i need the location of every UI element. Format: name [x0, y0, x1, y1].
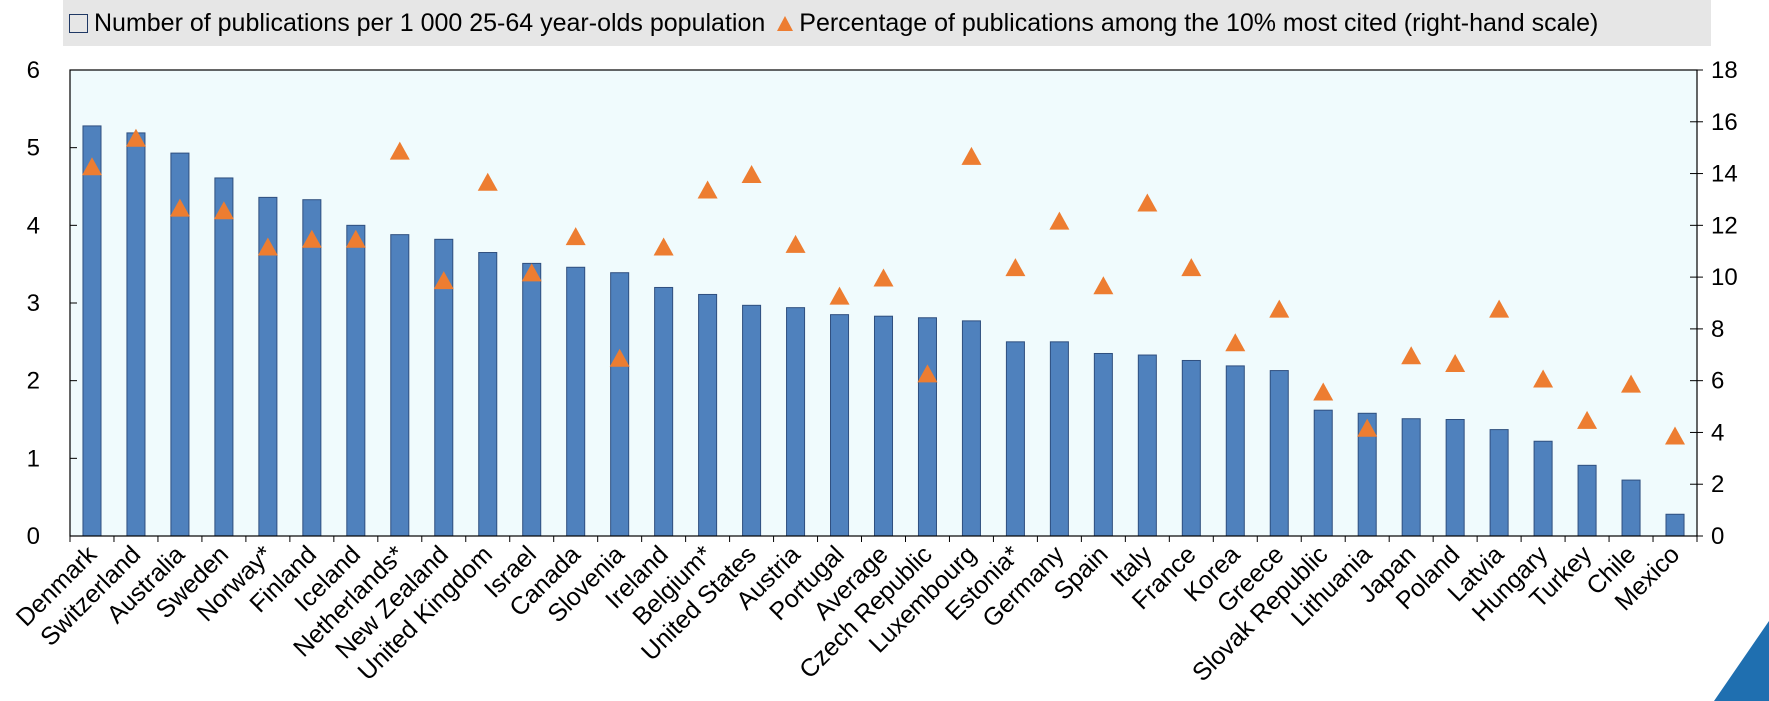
marker-point: [785, 234, 806, 253]
bar: [1445, 419, 1465, 537]
marker-point: [1445, 353, 1466, 372]
right-tick-label: 0: [1711, 523, 1724, 550]
marker-point: [1577, 410, 1598, 429]
right-tick-label: 12: [1711, 212, 1738, 239]
marker-point: [609, 348, 630, 367]
marker-point: [125, 128, 146, 147]
bar: [1577, 464, 1597, 537]
left-tick-label: 4: [27, 212, 40, 239]
marker-point: [1093, 276, 1114, 295]
marker-point: [1137, 193, 1158, 212]
bar: [1225, 365, 1245, 537]
legend-marker-label: Percentage of publications among the 10%…: [799, 8, 1599, 37]
marker-point: [81, 157, 102, 176]
bar: [126, 132, 146, 537]
bar: [1533, 440, 1553, 537]
bar: [961, 320, 981, 537]
marker-point: [1489, 299, 1510, 318]
marker-point: [257, 237, 278, 256]
bar: [917, 317, 937, 537]
marker-point: [1621, 374, 1642, 393]
left-tick-label: 2: [27, 368, 40, 395]
left-tick-label: 5: [27, 135, 40, 162]
bar: [610, 272, 630, 537]
marker-point: [345, 229, 366, 248]
bar: [1489, 429, 1509, 537]
bar: [1137, 354, 1157, 537]
bar: [522, 262, 542, 537]
bar: [1005, 341, 1025, 537]
corner-decoration: [1714, 621, 1769, 701]
marker-point: [521, 263, 542, 282]
right-tick-label: 4: [1711, 419, 1724, 446]
marker-point: [1665, 426, 1686, 445]
bar: [654, 286, 674, 537]
marker-point: [1269, 299, 1290, 318]
bar: [390, 234, 410, 537]
marker-point: [1181, 258, 1202, 277]
legend-bar-label: Number of publications per 1 000 25-64 y…: [94, 8, 766, 37]
bar-swatch-icon: [69, 13, 88, 33]
marker-point: [213, 201, 234, 220]
marker-point: [741, 164, 762, 183]
right-tick-label: 14: [1711, 161, 1738, 188]
bar: [1313, 409, 1333, 537]
marker-point: [873, 268, 894, 287]
legend-item-markers: Percentage of publications among the 10%…: [775, 9, 1598, 38]
bar: [302, 199, 322, 537]
marker-point: [917, 364, 938, 383]
bar: [1621, 479, 1641, 537]
bar: [1269, 370, 1289, 537]
bar: [82, 125, 102, 537]
right-tick-label: 16: [1711, 109, 1738, 136]
right-tick-label: 8: [1711, 316, 1724, 343]
marker-point: [565, 227, 586, 246]
marker-point: [1533, 369, 1554, 388]
left-tick-label: 6: [27, 57, 40, 84]
bar: [478, 252, 498, 537]
right-tick-label: 18: [1711, 57, 1738, 84]
left-tick-label: 0: [27, 523, 40, 550]
bar: [214, 177, 234, 537]
bar: [742, 304, 762, 537]
marker-point: [1049, 211, 1070, 230]
marker-point: [1225, 333, 1246, 352]
marker-point: [169, 198, 190, 217]
marker-point: [1005, 258, 1026, 277]
bar: [346, 224, 366, 537]
left-tick-label: 1: [27, 445, 40, 472]
marker-point: [433, 271, 454, 290]
right-tick-label: 6: [1711, 368, 1724, 395]
right-tick-label: 10: [1711, 264, 1738, 291]
marker-point: [829, 286, 850, 305]
marker-point: [301, 229, 322, 248]
marker-point: [961, 146, 982, 165]
marker-point: [1401, 346, 1422, 365]
marker-point: [697, 180, 718, 199]
right-tick-label: 2: [1711, 471, 1724, 498]
bar: [1093, 352, 1113, 537]
marker-point: [1313, 382, 1334, 401]
triangle-marker-icon: [777, 15, 794, 31]
marker-point: [389, 141, 410, 160]
bar: [566, 266, 586, 537]
legend: Number of publications per 1 000 25-64 y…: [63, 0, 1711, 46]
bar: [1401, 418, 1421, 537]
bar: [1181, 359, 1201, 537]
bar: [786, 307, 806, 537]
legend-item-bars: Number of publications per 1 000 25-64 y…: [63, 9, 765, 38]
left-tick-label: 3: [27, 290, 40, 317]
bar: [1665, 513, 1685, 537]
bar: [873, 315, 894, 537]
marker-point: [477, 172, 498, 191]
marker-point: [1357, 418, 1378, 437]
marker-point: [653, 237, 674, 256]
bar: [830, 314, 850, 537]
bar: [698, 293, 718, 537]
bar: [1049, 341, 1069, 537]
